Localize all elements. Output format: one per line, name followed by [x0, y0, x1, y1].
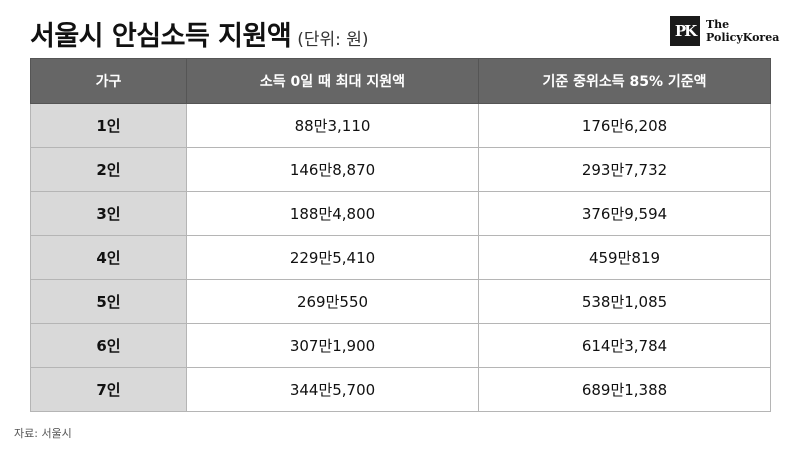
median-85-cell: 689만1,388	[478, 367, 771, 412]
median-85-cell: 459만819	[478, 235, 771, 280]
household-cell: 1인	[30, 103, 187, 148]
table-row: 3인 188만4,800 376만9,594	[30, 191, 771, 236]
household-cell: 5인	[30, 279, 187, 324]
max-support-cell: 229만5,410	[186, 235, 479, 280]
support-table: 가구 소득 0일 때 최대 지원액 기준 중위소득 85% 기준액 1인 88만…	[30, 58, 771, 412]
table-row: 7인 344만5,700 689만1,388	[30, 367, 771, 412]
median-85-cell: 293만7,732	[478, 147, 771, 192]
median-85-cell: 176만6,208	[478, 103, 771, 148]
table-row: 6인 307만1,900 614만3,784	[30, 323, 771, 368]
max-support-cell: 188만4,800	[186, 191, 479, 236]
max-support-cell: 146만8,870	[186, 147, 479, 192]
table-row: 5인 269만550 538만1,085	[30, 279, 771, 324]
column-header-household: 가구	[30, 58, 187, 104]
median-85-cell: 538만1,085	[478, 279, 771, 324]
max-support-cell: 344만5,700	[186, 367, 479, 412]
median-85-cell: 376만9,594	[478, 191, 771, 236]
max-support-cell: 307만1,900	[186, 323, 479, 368]
logo-text: The PolicyKorea	[706, 18, 779, 44]
household-cell: 4인	[30, 235, 187, 280]
table-header-row: 가구 소득 0일 때 최대 지원액 기준 중위소득 85% 기준액	[30, 58, 771, 104]
logo-mark: PK	[670, 16, 700, 46]
column-header-median-85: 기준 중위소득 85% 기준액	[478, 58, 771, 104]
page-title: 서울시 안심소득 지원액	[30, 21, 292, 52]
household-cell: 3인	[30, 191, 187, 236]
logo-line-1: The	[706, 18, 730, 31]
title-group: 서울시 안심소득 지원액 (단위: 원)	[30, 14, 369, 53]
table-row: 4인 229만5,410 459만819	[30, 235, 771, 280]
max-support-cell: 269만550	[186, 279, 479, 324]
table-row: 2인 146만8,870 293만7,732	[30, 147, 771, 192]
brand-logo: PK The PolicyKorea	[670, 16, 779, 46]
unit-label: (단위: 원)	[297, 30, 369, 50]
household-cell: 2인	[30, 147, 187, 192]
household-cell: 7인	[30, 367, 187, 412]
source-note: 자료: 서울시	[14, 427, 72, 440]
household-cell: 6인	[30, 323, 187, 368]
column-header-max-support: 소득 0일 때 최대 지원액	[186, 58, 479, 104]
median-85-cell: 614만3,784	[478, 323, 771, 368]
logo-line-2: PolicyKorea	[706, 31, 780, 44]
max-support-cell: 88만3,110	[186, 103, 479, 148]
table-row: 1인 88만3,110 176만6,208	[30, 103, 771, 148]
